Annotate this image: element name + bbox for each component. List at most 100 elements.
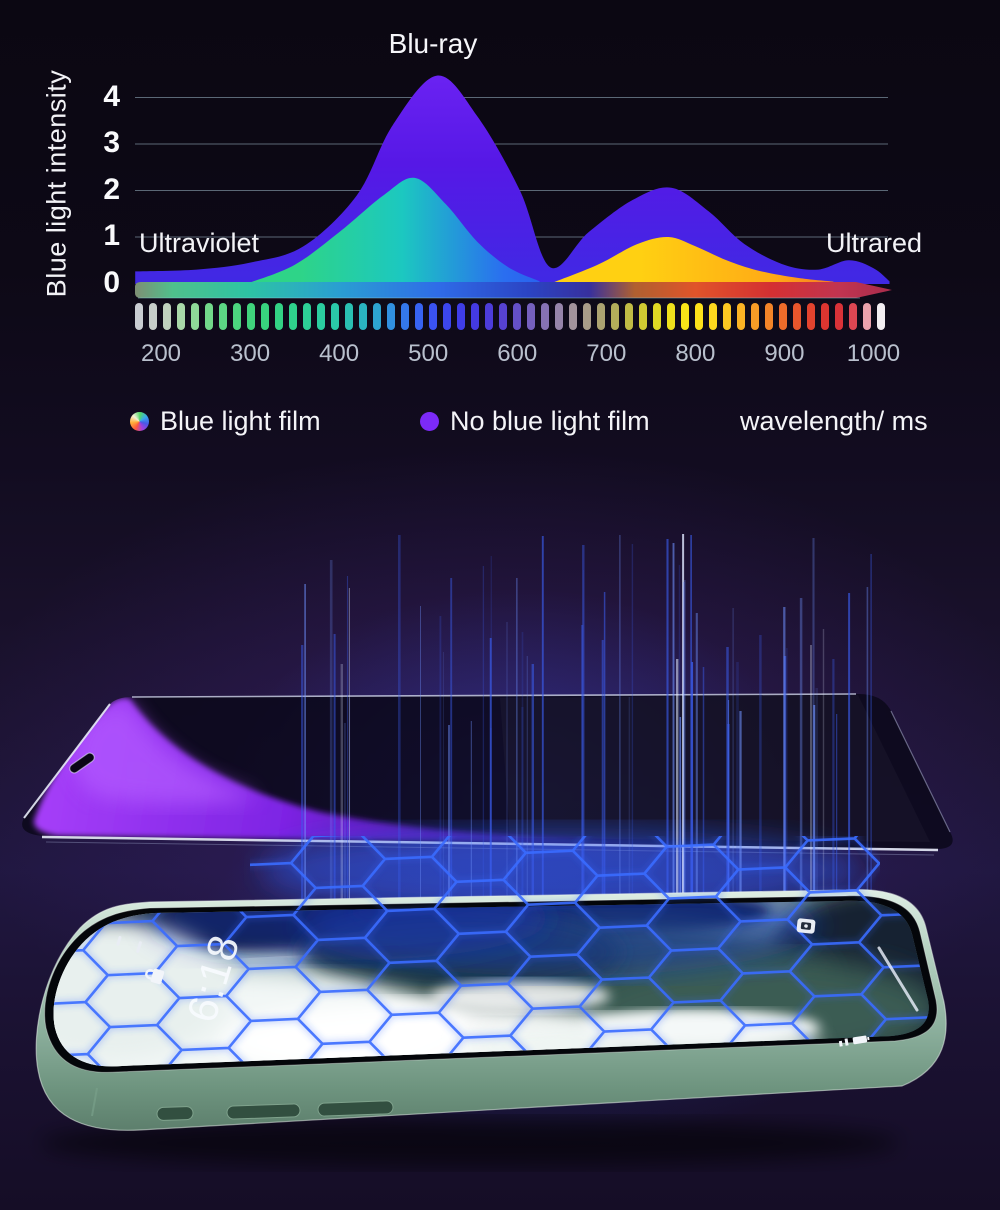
spectrum-bar [639,303,647,330]
spectrum-bar [723,303,731,330]
lock-icon [145,968,165,985]
screen-glare [877,946,919,1012]
spectrum-bar [849,303,857,330]
spectrum-bar [317,303,325,330]
x-tick-label: 400 [319,340,360,367]
spectrum-bar [821,303,829,330]
spectrum-bar [555,303,563,330]
spectrum-bar [331,303,339,330]
spectrum-bar [219,303,227,330]
y-axis-title: Blue light intensity [41,69,72,298]
spectrum-bar [681,303,689,330]
spectrum-bar [303,303,311,330]
spectrum-bar [541,303,549,330]
series-area-No-blue-light-film [135,75,890,284]
spectrum-bar [527,303,535,330]
status-dashes [116,936,142,953]
spectrum-bar [261,303,269,330]
x-tick-label: 700 [586,340,627,367]
battery-signal-icons [838,1035,870,1047]
spectrum-bar [709,303,717,330]
spectrum-bar [653,303,661,330]
spectrum-bar [471,303,479,330]
camera-icon [796,918,816,934]
annotation-ultraviolet: Ultraviolet [139,228,260,258]
spectrum-bar [793,303,801,330]
spectrum-bar [737,303,745,330]
chart-title: Blu-ray [388,28,478,59]
blue-light-chart [135,75,892,299]
spectrum-bar [835,303,843,330]
spectrum-bar [275,303,283,330]
spectrum-bar [863,303,871,330]
x-tick-label: 1000 [846,340,901,367]
spectrum-bar [499,303,507,330]
x-tick-label: 300 [230,340,271,367]
hex-grid [53,836,929,1067]
spectrum-bar [289,303,297,330]
purple-dot-icon [420,412,439,431]
x-tick-label: 200 [140,340,182,367]
legend: Blue light film No blue light film wavel… [0,406,1000,446]
rainbow-dot-icon [130,412,149,431]
x-tick-label: 500 [408,340,449,367]
spectrum-bar [429,303,437,330]
legend-item-no-blue-light-film: No blue light film [420,406,650,437]
legend-item-blue-light-film: Blue light film [130,406,321,437]
series-areas [135,75,890,284]
spectrum-bar [667,303,675,330]
axis-unit-label: wavelength/ ms [740,406,928,436]
spectrum-bar [177,303,185,330]
spectrum-bar [135,303,143,330]
spectrum-bar [611,303,619,330]
y-tick-label: 1 [103,219,120,252]
spectrum-bar [233,303,241,330]
spectrum-bar [163,303,171,330]
spectrum-bar [387,303,395,330]
spectrum-bar [415,303,423,330]
x-tick-label: 600 [497,340,538,367]
x-tick-label: 900 [764,340,805,367]
screen-protector-scene: 6:18 [22,534,953,1167]
spectrum-bar [513,303,521,330]
speaker-slot [69,752,95,774]
spectrum-bar [457,303,465,330]
legend-label: No blue light film [450,406,650,436]
spectrum-bar [485,303,493,330]
y-tick-label: 2 [103,172,120,206]
spectrum-bar [625,303,633,330]
spectrum-bar [583,303,591,330]
spectrum-bar [695,303,703,330]
spectrum-bar [569,303,577,330]
phone: 6:18 [35,836,947,1167]
spectrum-bar [191,303,199,330]
spectrum-bar [443,303,451,330]
spectrum-bar [359,303,367,330]
legend-label: Blue light film [160,406,321,436]
spectrum-bar [877,303,885,330]
spectrum-bar [751,303,759,330]
spectrum-tick-bar [135,303,891,330]
y-tick-label: 3 [103,126,120,159]
annotation-ultrared: Ultrared [826,228,923,258]
tempered-glass-protector [22,693,953,856]
spectrum-bar [765,303,773,330]
series-area-Blue-light-film [250,177,540,284]
y-tick-label: 4 [103,79,120,113]
spectrum-bar [597,303,605,330]
spectrum-bar [807,303,815,330]
y-tick-label: 0 [103,265,120,299]
x-tick-label: 800 [675,340,716,367]
x-axis-spectrum-strip [135,282,892,298]
hexagons [53,836,929,1067]
side-buttons [156,1100,394,1121]
spectrum-bar [401,303,409,330]
spectrum-bar [373,303,381,330]
spectrum-bar [149,303,157,330]
spectrum-bar [779,303,787,330]
blue-light-filter-glow [33,698,711,845]
spectrum-bar [345,303,353,330]
series-area-infrared-band [552,236,834,284]
spectrum-bar [205,303,213,330]
